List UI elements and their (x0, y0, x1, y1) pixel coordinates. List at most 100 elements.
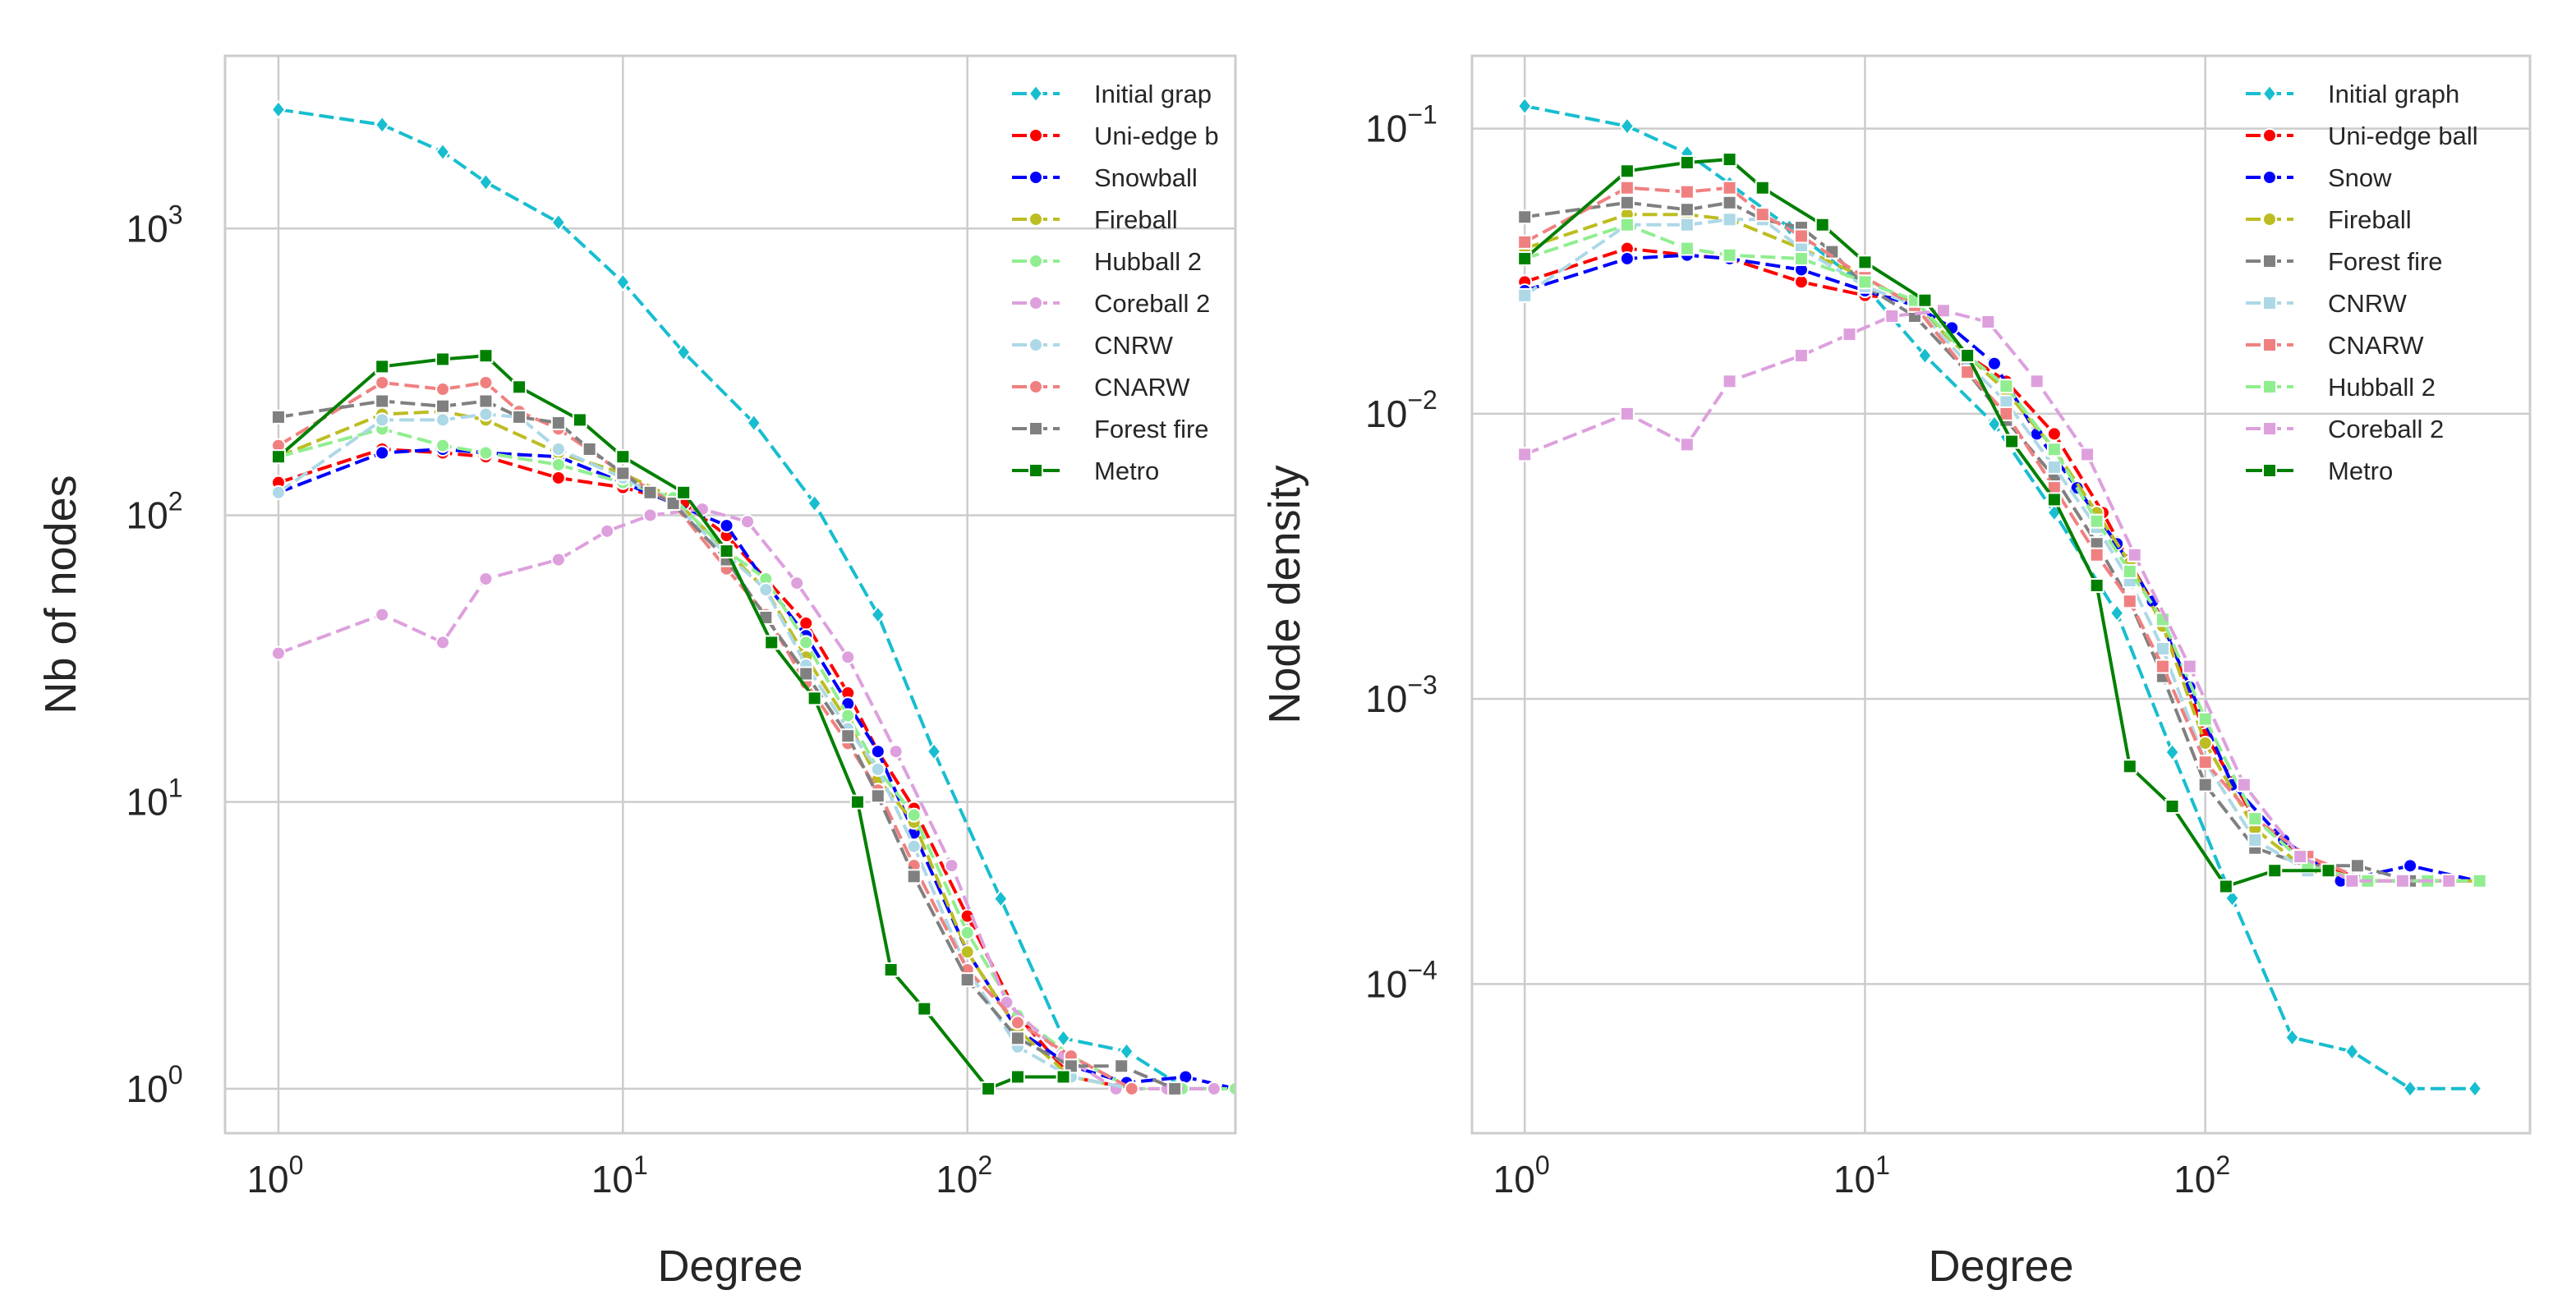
series-initial-graph (1516, 96, 2483, 1099)
data-point (1986, 414, 2003, 434)
legend-label: Metro (1094, 457, 1159, 485)
legend-marker (1028, 84, 1044, 103)
data-point (478, 172, 494, 192)
y-tick-label: 102 (126, 486, 183, 536)
series-line (1524, 104, 2475, 1090)
data-point (1124, 1081, 1139, 1096)
x-axis-label: Degree (1928, 1242, 2073, 1291)
data-point (1619, 195, 1635, 210)
series-line (278, 507, 1214, 1090)
data-point (2182, 659, 2197, 674)
data-point (1056, 1028, 1071, 1049)
data-point (2236, 777, 2252, 792)
data-point (435, 382, 451, 397)
data-point (2247, 811, 2263, 827)
data-point (1517, 447, 1533, 462)
y-axis-label: Nb of nodes (36, 475, 85, 714)
data-point (1999, 379, 2014, 394)
legend: Initial grap Uni-edge b Snowball Fireball Hu… (1012, 80, 1219, 485)
series-initial-graph (270, 99, 1235, 1099)
data-point (1917, 292, 1933, 308)
data-point (1228, 1081, 1235, 1096)
data-point (719, 544, 734, 559)
x-axis-label: Degree (657, 1242, 803, 1291)
data-point (2046, 459, 2062, 475)
series-line (1523, 158, 2329, 888)
data-point (550, 441, 566, 457)
data-point (2127, 547, 2142, 562)
data-point (1679, 184, 1695, 200)
data-point (1619, 117, 1635, 136)
data-point (883, 962, 899, 977)
data-point (2349, 858, 2365, 874)
legend-marker (1028, 170, 1043, 185)
data-point (1679, 437, 1695, 452)
legend-label: Metro (2328, 457, 2393, 485)
data-point (642, 484, 658, 500)
legend-marker (1028, 254, 1043, 269)
data-point (2046, 426, 2062, 442)
legend-marker (2262, 296, 2277, 310)
data-point (2403, 858, 2418, 874)
data-point (615, 466, 631, 481)
data-point (435, 438, 451, 453)
legend-label: Coreball 2 (2328, 415, 2444, 443)
y-tick-label: 10−4 (1365, 955, 1438, 1005)
data-point (478, 348, 494, 364)
data-point (374, 115, 390, 135)
chart-nb-of-nodes: 100 101 102 100 101 102 103 Degree Nb of nodes In… (36, 54, 1237, 1291)
data-point (959, 908, 975, 924)
data-point (1517, 287, 1533, 303)
series-line (278, 447, 1133, 1090)
legend-marker (2262, 421, 2277, 436)
data-point (2004, 434, 2020, 449)
data-point (270, 449, 286, 465)
legend-label: Snow (2328, 163, 2392, 192)
legend-label: Hubball 2 (2328, 373, 2436, 402)
series-snowball (270, 441, 1235, 1096)
series-metro (270, 348, 1071, 1096)
data-point (2109, 604, 2125, 623)
data-point (435, 635, 451, 650)
data-point (582, 441, 597, 457)
legend: Initial graph Uni-edge ball Snow Fireball Fo… (2246, 80, 2478, 485)
data-point (1722, 180, 1737, 195)
data-point (375, 445, 390, 461)
data-point (1679, 217, 1695, 232)
data-point (2344, 873, 2360, 888)
legend-label: CNARW (1094, 373, 1190, 402)
data-point (2197, 711, 2213, 727)
legend-label: Coreball 2 (1094, 289, 1210, 318)
data-point (2247, 833, 2263, 848)
legend-label: CNRW (2328, 289, 2408, 318)
data-point (1755, 207, 1770, 223)
data-point (870, 744, 886, 760)
legend-label: Fireball (1094, 205, 1178, 234)
series-line (278, 410, 1133, 1090)
data-point (1619, 163, 1635, 179)
legend-label: Initial grap (1094, 80, 1212, 108)
data-point (1010, 1069, 1025, 1085)
data-point (2164, 798, 2180, 814)
legend-label: CNRW (1094, 331, 1174, 360)
legend-marker (2261, 84, 2278, 103)
data-point (2029, 374, 2045, 389)
data-point (1935, 303, 1951, 319)
data-point (1793, 348, 1809, 364)
data-point (840, 650, 856, 665)
data-point (764, 635, 780, 650)
data-point (435, 142, 451, 162)
legend-marker (1028, 212, 1043, 227)
data-point (375, 412, 390, 428)
data-point (2089, 547, 2104, 562)
legend-marker (1028, 128, 1043, 143)
series-line (277, 380, 1133, 1090)
data-point (798, 666, 814, 682)
data-point (1815, 217, 1830, 232)
data-point (758, 582, 774, 598)
y-tick-label: 103 (126, 200, 183, 250)
data-point (550, 415, 566, 430)
data-point (1793, 250, 1809, 266)
series-hubball-2 (1517, 217, 2487, 888)
